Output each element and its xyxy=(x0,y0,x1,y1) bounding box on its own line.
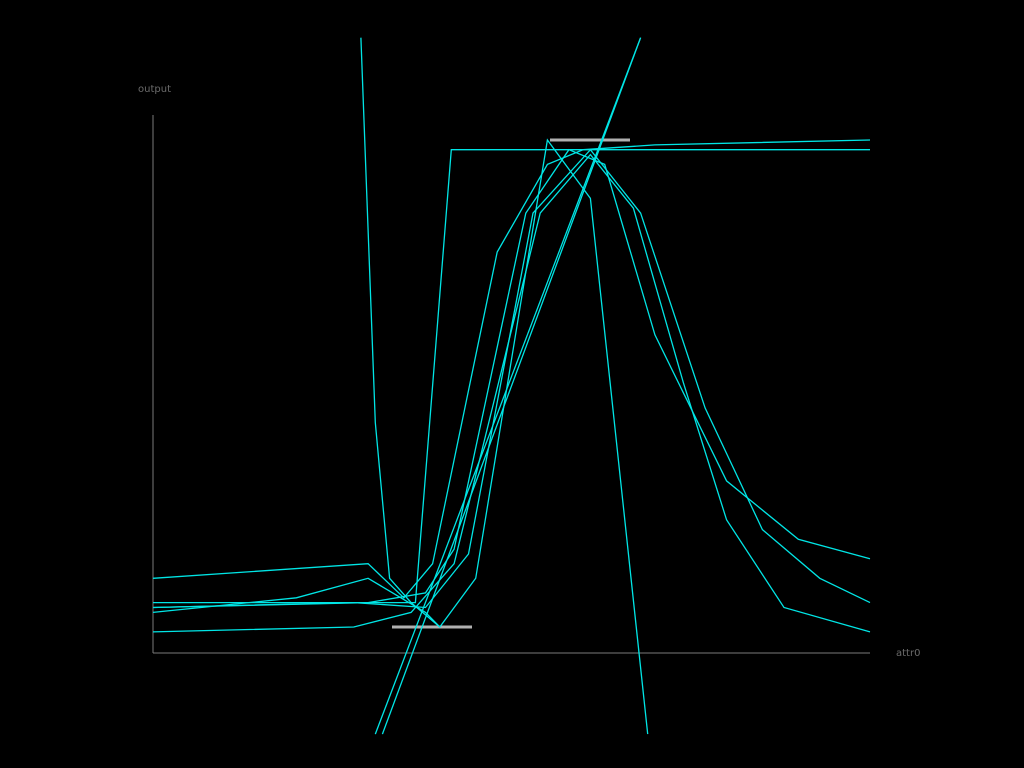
series-line-5 xyxy=(153,149,870,604)
series-line-8 xyxy=(374,37,642,735)
series-line-4 xyxy=(152,153,871,633)
threshold-markers xyxy=(392,138,630,629)
series-line-3 xyxy=(152,148,871,609)
series-layer xyxy=(152,37,871,735)
series-line-9 xyxy=(381,37,642,735)
series-line-2 xyxy=(152,148,871,609)
x-axis-label: attr0 xyxy=(896,648,921,659)
series-line-6 xyxy=(152,138,649,735)
y-axis-label: output xyxy=(138,84,171,95)
series-line-7 xyxy=(360,37,441,628)
series-line-1 xyxy=(152,139,871,599)
